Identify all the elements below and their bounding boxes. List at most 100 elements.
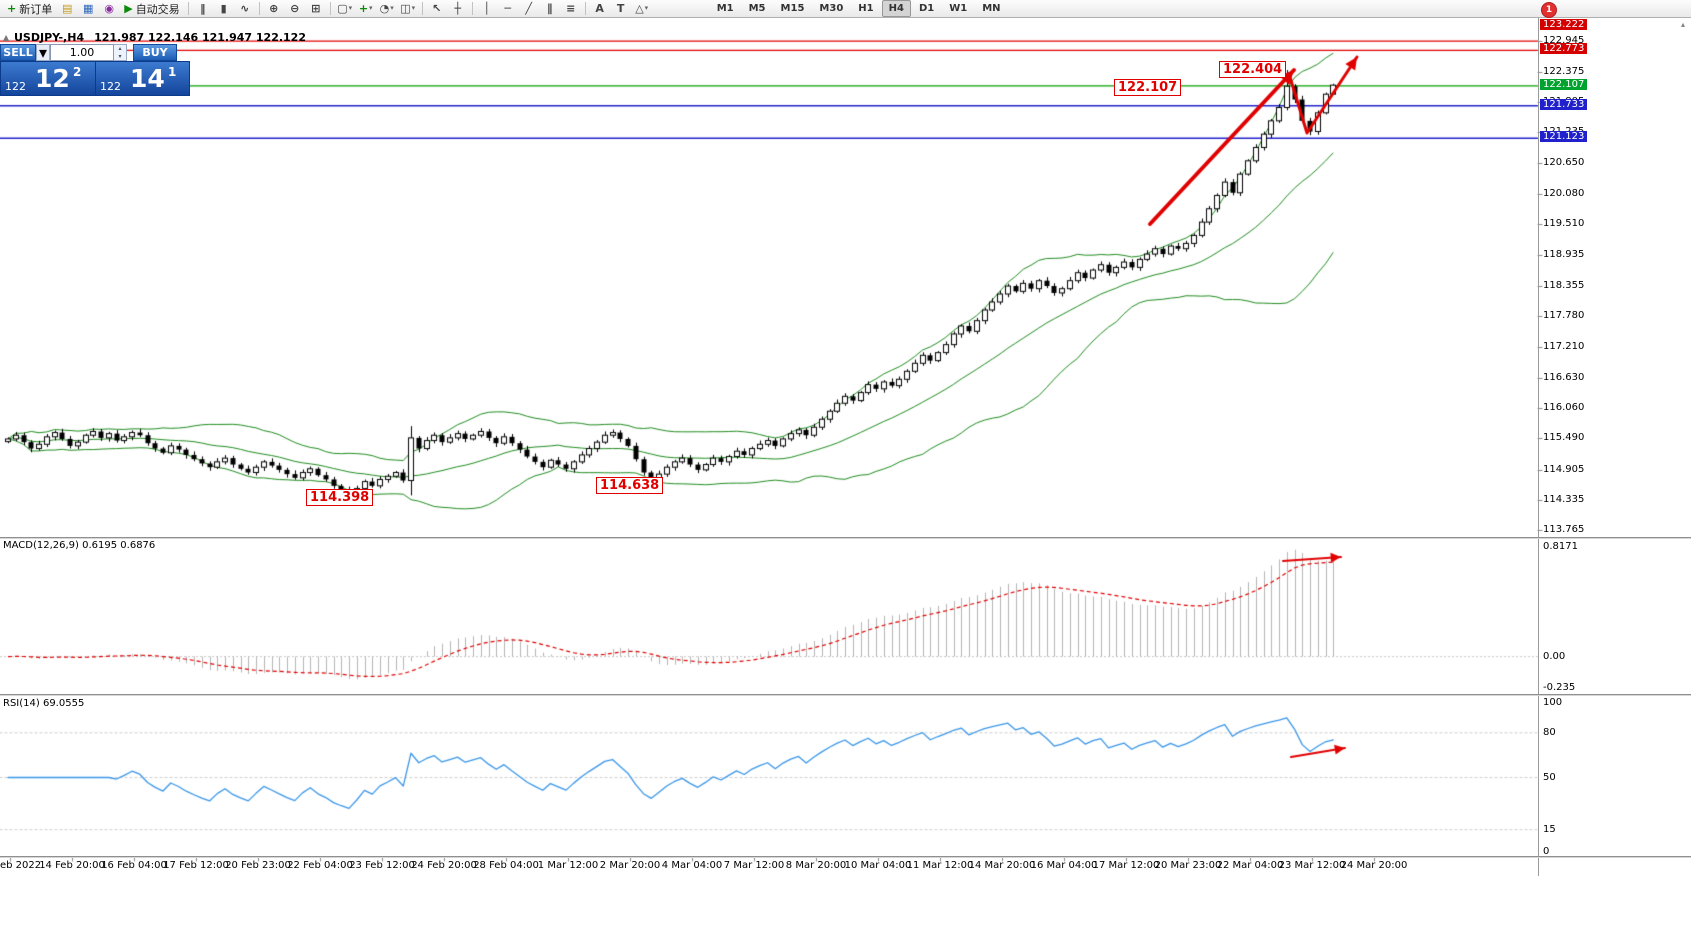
candlestick-chart-icon[interactable]: ▮ — [214, 0, 234, 17]
fibonacci-icon[interactable]: ≡ — [561, 0, 581, 17]
time-axis-label: 14 Feb 20:00 — [39, 860, 105, 871]
line-chart-icon: ∿ — [240, 2, 250, 15]
auto-trading-icon: ▶ — [124, 2, 133, 15]
sell-button[interactable]: SELL — [0, 44, 36, 61]
chart-title: USDJPY-,H4 121.987 122.146 121.947 122.12… — [14, 31, 306, 44]
timeframe-d1[interactable]: D1 — [918, 3, 935, 14]
buy-price-main: 14 — [130, 64, 165, 93]
equidistant-channel-icon[interactable]: ∥ — [540, 0, 560, 17]
vertical-line-icon: │ — [483, 2, 490, 15]
time-axis-label: 11 Mar 12:00 — [906, 860, 974, 871]
timeframe-m30[interactable]: M30 — [819, 3, 844, 14]
profiles-icon[interactable]: ▦ — [78, 0, 98, 17]
stepper-down-icon[interactable]: ▾ — [118, 52, 122, 60]
timeframe-m15[interactable]: M15 — [780, 3, 805, 14]
zoom-out-icon[interactable]: ⊖ — [285, 0, 305, 17]
pane-separator[interactable] — [0, 537, 1691, 539]
price-axis-label: 117.780 — [1543, 310, 1585, 322]
timeframe-h1[interactable]: H1 — [858, 3, 874, 14]
tile-windows-icon[interactable]: ⊞ — [306, 0, 326, 17]
stepper-up-icon[interactable]: ▴ — [118, 45, 122, 52]
price-axis-border — [1538, 18, 1539, 876]
market-watch-icon[interactable]: ◉ — [99, 0, 119, 17]
text-icon: A — [595, 2, 604, 15]
time-axis-label: 23 Feb 12:00 — [349, 860, 415, 871]
new-window-icon[interactable]: ▢ ▾ — [335, 0, 355, 17]
price-axis-label: 114.905 — [1543, 463, 1585, 475]
new-order-button[interactable]: + 新订单 — [3, 1, 56, 16]
timeframe-w1[interactable]: W1 — [949, 3, 968, 14]
text-label-icon[interactable]: T — [611, 0, 631, 17]
sell-price-display[interactable]: 122 12 2 — [0, 61, 95, 96]
horizontal-line-icon[interactable]: ─ — [498, 0, 518, 17]
trade-price-row: 122 12 2 122 14 1 — [0, 61, 190, 96]
rsi-axis-label: 50 — [1543, 771, 1556, 783]
macd-axis-label: 0.00 — [1543, 650, 1566, 662]
price-axis-badge: 121.733 — [1540, 98, 1588, 110]
time-axis-label: 28 Feb 04:00 — [473, 860, 539, 871]
arrows-icon[interactable]: △ ▾ — [632, 0, 652, 17]
toolbar: + 新订单 ▤ ▦ ◉ ▶ 自动交易 ‖ ▮ ∿ ⊕ ⊖ ⊞ ▢ ▾ + ▾ ◔ ▾ ◫ ▾ ↖ ┼ │ ─ ╱ ∥ ≡ A T △ ▾ M1 M… — [0, 0, 1691, 18]
periods-icon[interactable]: ◔ ▾ — [377, 0, 397, 17]
time-axis-label: 4 Mar 04:00 — [661, 860, 723, 871]
timeframe-m5[interactable]: M5 — [748, 3, 766, 14]
bar-chart-icon: ‖ — [199, 2, 206, 15]
buy-price-display[interactable]: 122 14 1 — [95, 61, 190, 96]
order-type-dropdown[interactable]: ▾ — [36, 43, 50, 62]
text-label-icon: T — [616, 2, 625, 15]
price-axis-label: 118.935 — [1543, 248, 1585, 260]
periods-icon: ◔ — [379, 2, 390, 15]
price-axis-label: 117.210 — [1543, 340, 1585, 352]
chevron-down-icon: ▾ — [390, 4, 394, 12]
notification-badge[interactable]: 1 — [1541, 2, 1557, 18]
new-order-button-label: 新订单 — [19, 2, 53, 16]
toolbar-separator — [584, 2, 586, 15]
fibonacci-icon: ≡ — [566, 2, 576, 15]
scrollbar-up-icon[interactable]: ▴ — [1681, 20, 1686, 29]
crosshair-icon: ┼ — [454, 2, 461, 15]
pane-separator[interactable] — [0, 694, 1691, 696]
cursor-icon[interactable]: ↖ — [427, 0, 447, 17]
crosshair-icon[interactable]: ┼ — [448, 0, 468, 17]
templates-icon[interactable]: ◫ ▾ — [398, 0, 418, 17]
trendline-icon: ╱ — [525, 2, 532, 15]
volume-stepper[interactable]: ▴ ▾ — [114, 44, 127, 61]
panel-toggle-icon[interactable]: ▲ — [3, 33, 10, 42]
new-window-icon: ▢ — [337, 2, 348, 15]
pane-separator[interactable] — [0, 856, 1691, 858]
buy-button[interactable]: BUY — [133, 44, 177, 61]
timeframe-m1[interactable]: M1 — [716, 3, 734, 14]
rsi-indicator-label: RSI(14) 69.0555 — [3, 698, 85, 709]
timeframe-h4[interactable]: H4 — [881, 0, 911, 17]
price-axis-label: 116.630 — [1543, 371, 1585, 383]
price-axis-label: 114.335 — [1543, 493, 1585, 505]
indicators-icon[interactable]: + ▾ — [356, 0, 376, 17]
buy-price-prefix: 122 — [100, 80, 121, 93]
toolbar-separator — [258, 2, 260, 15]
text-icon[interactable]: A — [590, 0, 610, 17]
bar-chart-icon[interactable]: ‖ — [193, 0, 213, 17]
price-axis-label: 116.060 — [1543, 402, 1585, 414]
vertical-line-icon[interactable]: │ — [477, 0, 497, 17]
horizontal-line-icon: ─ — [504, 2, 511, 15]
time-axis-label: 20 Mar 23:00 — [1154, 860, 1222, 871]
rsi-axis-label: 80 — [1543, 726, 1556, 738]
sell-price-pip: 2 — [73, 65, 82, 79]
rsi-axis-label: 0 — [1543, 846, 1550, 857]
trendline-icon[interactable]: ╱ — [519, 0, 539, 17]
chevron-down-icon: ▾ — [411, 4, 416, 12]
candlestick-chart-icon: ▮ — [220, 2, 227, 15]
line-chart-icon[interactable]: ∿ — [235, 0, 255, 17]
time-axis-label: 16 Feb 04:00 — [101, 860, 167, 871]
timeframe-mn[interactable]: MN — [982, 3, 1001, 14]
new-chart-icon[interactable]: ▤ — [57, 0, 77, 17]
zoom-in-icon[interactable]: ⊕ — [264, 0, 284, 17]
profiles-icon: ▦ — [83, 2, 94, 15]
auto-trading-button[interactable]: ▶ 自动交易 — [120, 1, 183, 16]
trade-controls-row: SELL ▾ ▴ ▾ BUY — [0, 43, 190, 62]
price-axis-label: 122.375 — [1543, 65, 1585, 77]
zoom-in-icon: ⊕ — [269, 2, 279, 15]
chevron-down-icon: ▾ — [644, 4, 649, 12]
volume-input[interactable] — [50, 44, 114, 61]
